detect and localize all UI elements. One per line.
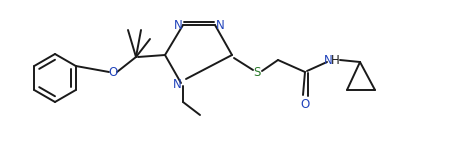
Text: O: O	[109, 65, 118, 79]
Text: S: S	[253, 65, 261, 79]
Text: N: N	[173, 78, 181, 90]
Text: O: O	[300, 99, 310, 111]
Text: N: N	[324, 54, 333, 66]
Text: H: H	[331, 54, 339, 66]
Text: N: N	[174, 18, 182, 32]
Text: N: N	[216, 18, 224, 32]
